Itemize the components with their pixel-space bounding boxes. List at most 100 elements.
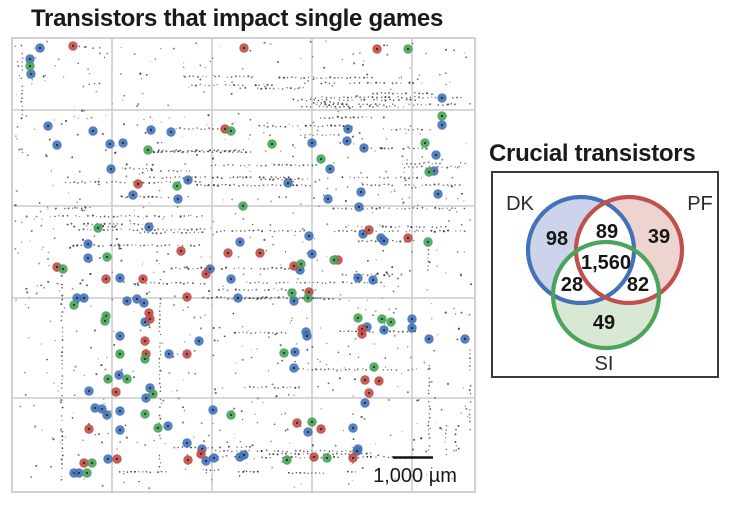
transistor-center-dot bbox=[307, 290, 311, 294]
transistor-center-dot bbox=[109, 167, 113, 171]
transistor-center-dot bbox=[285, 458, 289, 462]
transistor-center-dot bbox=[293, 350, 297, 354]
transistor-center-dot bbox=[118, 334, 122, 338]
transistor-center-dot bbox=[375, 47, 379, 51]
transistor-center-dot bbox=[359, 190, 363, 194]
transistor-center-dot bbox=[292, 264, 296, 268]
transistor-center-dot bbox=[85, 471, 89, 475]
transistor-center-dot bbox=[241, 204, 245, 208]
transistor-center-dot bbox=[463, 337, 467, 341]
scale-bar-label: 1,000 µm bbox=[373, 465, 457, 487]
transistor-center-dot bbox=[114, 390, 118, 394]
transistor-center-dot bbox=[141, 277, 145, 281]
venn-title: Crucial transistors bbox=[489, 140, 696, 167]
venn-count-6: 49 bbox=[593, 312, 615, 334]
transistor-center-dot bbox=[372, 365, 376, 369]
transistor-center-dot bbox=[167, 352, 171, 356]
transistor-center-dot bbox=[197, 339, 201, 343]
transistor-center-dot bbox=[143, 412, 147, 416]
transistor-center-dot bbox=[106, 377, 110, 381]
transistor-center-dot bbox=[147, 311, 151, 315]
transistor-center-dot bbox=[211, 408, 215, 412]
transistor-center-dot bbox=[143, 320, 147, 324]
venn-count-5: 82 bbox=[627, 274, 649, 296]
transistor-center-dot bbox=[356, 276, 360, 280]
transistor-center-dot bbox=[363, 401, 367, 405]
transistor-center-dot bbox=[292, 299, 296, 303]
transistor-center-dot bbox=[440, 123, 444, 127]
transistor-center-dot bbox=[100, 407, 104, 411]
transistor-center-dot bbox=[77, 471, 81, 475]
venn-set-label-si: SI bbox=[595, 353, 614, 375]
transistor-center-dot bbox=[143, 357, 147, 361]
transistor-center-dot bbox=[104, 277, 108, 281]
transistor-center-dot bbox=[380, 317, 384, 321]
transistor-center-dot bbox=[156, 426, 160, 430]
transistor-center-dot bbox=[82, 461, 86, 465]
transistor-center-dot bbox=[135, 297, 139, 301]
transistor-center-dot bbox=[367, 228, 371, 232]
transistor-center-dot bbox=[208, 267, 212, 271]
transistor-center-dot bbox=[363, 378, 367, 382]
venn-set-label-dk: DK bbox=[506, 193, 534, 215]
background-transistor-dots bbox=[14, 40, 473, 490]
transistor-center-dot bbox=[118, 352, 122, 356]
transistor-center-dot bbox=[346, 127, 350, 131]
transistor-center-dot bbox=[371, 278, 375, 282]
transistor-center-dot bbox=[204, 272, 208, 276]
transistor-center-dot bbox=[105, 255, 109, 259]
transistor-center-dot bbox=[96, 226, 100, 230]
transistor-center-dot bbox=[223, 127, 227, 131]
transistor-center-dot bbox=[106, 457, 110, 461]
transistor-center-dot bbox=[351, 456, 355, 460]
transistor-center-dot bbox=[146, 148, 150, 152]
venn-count-1: 89 bbox=[596, 221, 618, 243]
transistor-center-dot bbox=[307, 234, 311, 238]
transistor-center-dot bbox=[434, 153, 438, 157]
transistor-center-dot bbox=[149, 128, 153, 132]
transistor-center-dot bbox=[355, 449, 359, 453]
venn-circle-si bbox=[550, 239, 662, 351]
scale-bar-group: 1,000 µm bbox=[373, 456, 457, 487]
transistor-center-dot bbox=[55, 143, 59, 147]
transistor-center-dot bbox=[242, 453, 246, 457]
transistor-center-dot bbox=[175, 184, 179, 188]
transistor-center-dot bbox=[305, 334, 309, 338]
series-si bbox=[25, 44, 447, 478]
transistor-center-dot bbox=[229, 277, 233, 281]
transistor-center-dot bbox=[72, 303, 76, 307]
transistor-center-dot bbox=[169, 130, 173, 134]
transistor-center-dot bbox=[166, 424, 170, 428]
transistor-center-dot bbox=[286, 181, 290, 185]
transistor-center-dot bbox=[28, 57, 32, 61]
transistor-center-dot bbox=[426, 240, 430, 244]
transistor-center-dot bbox=[86, 242, 90, 246]
transistor-center-dot bbox=[440, 96, 444, 100]
transistor-center-dot bbox=[440, 114, 444, 118]
transistor-center-dot bbox=[118, 276, 122, 280]
transistor-center-dot bbox=[319, 427, 323, 431]
transistor-center-dot bbox=[410, 326, 414, 330]
transistor-center-dot bbox=[377, 379, 381, 383]
transistor-center-dot bbox=[199, 452, 203, 456]
transistor-center-dot bbox=[290, 291, 294, 295]
transistor-center-dot bbox=[38, 46, 42, 50]
transistor-center-dot bbox=[367, 391, 371, 395]
transistor-center-dot bbox=[292, 366, 296, 370]
transistor-center-dot bbox=[319, 157, 323, 161]
transistor-center-dot bbox=[55, 265, 59, 269]
transistor-center-dot bbox=[103, 319, 107, 323]
transistor-center-dot bbox=[93, 406, 97, 410]
transistor-center-dot bbox=[362, 146, 366, 150]
transistor-center-dot bbox=[226, 251, 230, 255]
transistor-center-dot bbox=[326, 197, 330, 201]
transistor-center-dot bbox=[295, 421, 299, 425]
transistor-center-dot bbox=[427, 170, 431, 174]
transistor-center-dot bbox=[82, 296, 86, 300]
transistor-center-dot bbox=[356, 316, 360, 320]
transistor-center-dot bbox=[436, 192, 440, 196]
transistor-center-dot bbox=[125, 377, 129, 381]
transistor-center-dot bbox=[185, 295, 189, 299]
transistor-center-dot bbox=[382, 239, 386, 243]
